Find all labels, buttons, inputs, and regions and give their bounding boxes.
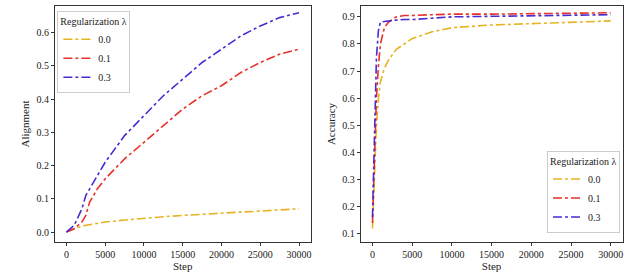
svg-text:0.8: 0.8 [342,38,355,49]
svg-text:Step: Step [482,260,502,272]
svg-text:30000: 30000 [287,249,312,260]
svg-text:0.9: 0.9 [342,11,355,22]
svg-text:0.7: 0.7 [342,66,355,77]
svg-text:0.3: 0.3 [36,127,49,138]
svg-text:0.5: 0.5 [36,60,49,71]
svg-text:0.0: 0.0 [588,174,601,185]
svg-text:0.1: 0.1 [98,53,111,64]
svg-text:25000: 25000 [248,249,273,260]
svg-text:Accuracy: Accuracy [325,102,337,145]
svg-text:0.2: 0.2 [36,160,49,171]
svg-text:0.4: 0.4 [342,147,355,158]
svg-text:0: 0 [64,249,69,260]
svg-text:10000: 10000 [131,249,156,260]
svg-text:0.1: 0.1 [588,193,601,204]
svg-text:5000: 5000 [402,249,422,260]
svg-text:0.0: 0.0 [36,227,49,238]
svg-text:20000: 20000 [209,249,234,260]
svg-text:30000: 30000 [598,249,623,260]
svg-text:0.2: 0.2 [342,201,355,212]
svg-text:15000: 15000 [170,249,195,260]
svg-text:Regularization λ: Regularization λ [550,156,616,167]
svg-text:0.3: 0.3 [342,174,355,185]
svg-text:25000: 25000 [559,249,584,260]
svg-text:0.4: 0.4 [36,94,49,105]
svg-text:0.5: 0.5 [342,120,355,131]
svg-text:5000: 5000 [95,249,115,260]
svg-text:10000: 10000 [439,249,464,260]
svg-text:0.6: 0.6 [36,27,49,38]
svg-text:0.1: 0.1 [342,228,355,239]
svg-text:0.1: 0.1 [36,193,49,204]
svg-text:Alignment: Alignment [19,100,31,147]
svg-text:15000: 15000 [479,249,504,260]
svg-text:0.6: 0.6 [342,93,355,104]
svg-text:0: 0 [370,249,375,260]
svg-text:20000: 20000 [519,249,544,260]
svg-text:0.3: 0.3 [98,72,111,83]
svg-text:Regularization λ: Regularization λ [60,16,126,27]
svg-text:0.0: 0.0 [98,34,111,45]
svg-text:0.3: 0.3 [588,212,601,223]
svg-text:Step: Step [173,260,193,272]
